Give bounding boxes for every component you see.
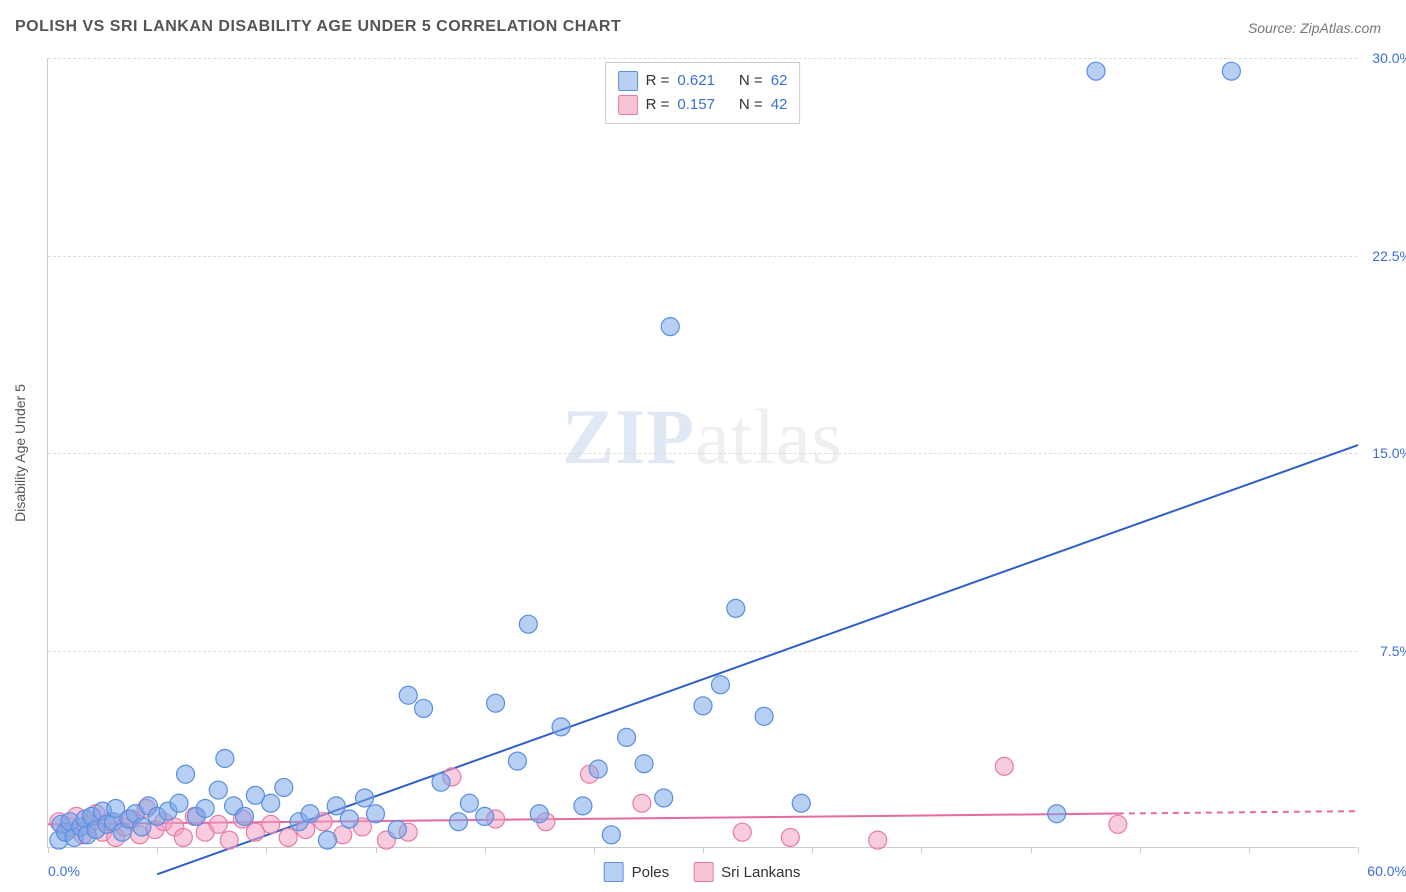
data-point — [552, 718, 570, 736]
plot-frame: ZIPatlas 7.5%15.0%22.5%30.0% 0.0% 60.0% … — [47, 58, 1357, 848]
y-tick-label: 7.5% — [1362, 643, 1406, 659]
legend-series: Poles Sri Lankans — [604, 862, 801, 882]
data-point — [399, 686, 417, 704]
data-point — [301, 805, 319, 823]
data-point — [869, 831, 887, 849]
legend-correlation: R = 0.621 N = 62 R = 0.157 N = 42 — [605, 62, 801, 124]
data-point — [508, 752, 526, 770]
x-axis-max-label: 60.0% — [1367, 863, 1406, 879]
legend-swatch-poles-icon — [604, 862, 624, 882]
legend-r-poles: 0.621 — [677, 69, 715, 93]
legend-n-label: N = — [739, 93, 763, 117]
data-point — [1109, 815, 1127, 833]
data-point — [220, 831, 238, 849]
data-point — [279, 828, 297, 846]
data-point — [340, 810, 358, 828]
y-tick-label: 30.0% — [1362, 50, 1406, 66]
y-axis-title: Disability Age Under 5 — [12, 384, 28, 522]
legend-swatch-srilankans-icon — [693, 862, 713, 882]
data-point — [415, 699, 433, 717]
data-point — [602, 826, 620, 844]
data-point — [711, 676, 729, 694]
legend-item-poles: Poles — [604, 862, 670, 882]
data-point — [216, 749, 234, 767]
data-point — [519, 615, 537, 633]
data-point — [1048, 805, 1066, 823]
y-tick-label: 15.0% — [1362, 445, 1406, 461]
data-point — [733, 823, 751, 841]
legend-label-srilankans: Sri Lankans — [721, 864, 800, 881]
data-point — [275, 778, 293, 796]
data-point — [170, 794, 188, 812]
data-point — [633, 794, 651, 812]
legend-row-srilankans: R = 0.157 N = 42 — [618, 93, 788, 117]
legend-label-poles: Poles — [632, 864, 670, 881]
data-point — [655, 789, 673, 807]
data-point — [460, 794, 478, 812]
data-point — [781, 828, 799, 846]
x-tick — [1358, 847, 1359, 853]
data-point — [1222, 62, 1240, 80]
chart-title: POLISH VS SRI LANKAN DISABILITY AGE UNDE… — [15, 18, 621, 35]
data-point — [487, 694, 505, 712]
data-point — [661, 318, 679, 336]
legend-r-srilankans: 0.157 — [677, 93, 715, 117]
data-point — [792, 794, 810, 812]
data-point — [367, 805, 385, 823]
data-point — [327, 797, 345, 815]
data-point — [476, 807, 494, 825]
data-point — [618, 728, 636, 746]
data-point — [995, 757, 1013, 775]
data-point — [1087, 62, 1105, 80]
legend-swatch-srilankans — [618, 95, 638, 115]
data-point — [727, 599, 745, 617]
data-point — [262, 794, 280, 812]
data-point — [432, 773, 450, 791]
data-point — [318, 831, 336, 849]
data-point — [174, 828, 192, 846]
data-point — [694, 697, 712, 715]
chart-header: POLISH VS SRI LANKAN DISABILITY AGE UNDE… — [15, 18, 1386, 48]
data-point — [209, 781, 227, 799]
legend-r-label: R = — [646, 69, 670, 93]
chart-source: Source: ZipAtlas.com — [1248, 20, 1381, 36]
legend-n-srilankans: 42 — [771, 93, 788, 117]
plot-area: ZIPatlas 7.5%15.0%22.5%30.0% 0.0% 60.0% … — [47, 58, 1357, 848]
data-point — [574, 797, 592, 815]
data-point — [177, 765, 195, 783]
data-point — [196, 800, 214, 818]
data-layer — [48, 58, 1358, 848]
data-point — [635, 755, 653, 773]
legend-n-poles: 62 — [771, 69, 788, 93]
data-point — [262, 815, 280, 833]
x-axis-min-label: 0.0% — [48, 863, 80, 879]
data-point — [236, 807, 254, 825]
data-point — [133, 818, 151, 836]
legend-n-label: N = — [739, 69, 763, 93]
data-point — [530, 805, 548, 823]
data-point — [589, 760, 607, 778]
legend-row-poles: R = 0.621 N = 62 — [618, 69, 788, 93]
legend-item-srilankans: Sri Lankans — [693, 862, 800, 882]
data-point — [388, 821, 406, 839]
legend-r-label: R = — [646, 93, 670, 117]
data-point — [356, 789, 374, 807]
trend-line-dash-sri lankans — [1118, 811, 1358, 813]
data-point — [209, 815, 227, 833]
y-tick-label: 22.5% — [1362, 248, 1406, 264]
data-point — [449, 813, 467, 831]
data-point — [755, 707, 773, 725]
legend-swatch-poles — [618, 71, 638, 91]
